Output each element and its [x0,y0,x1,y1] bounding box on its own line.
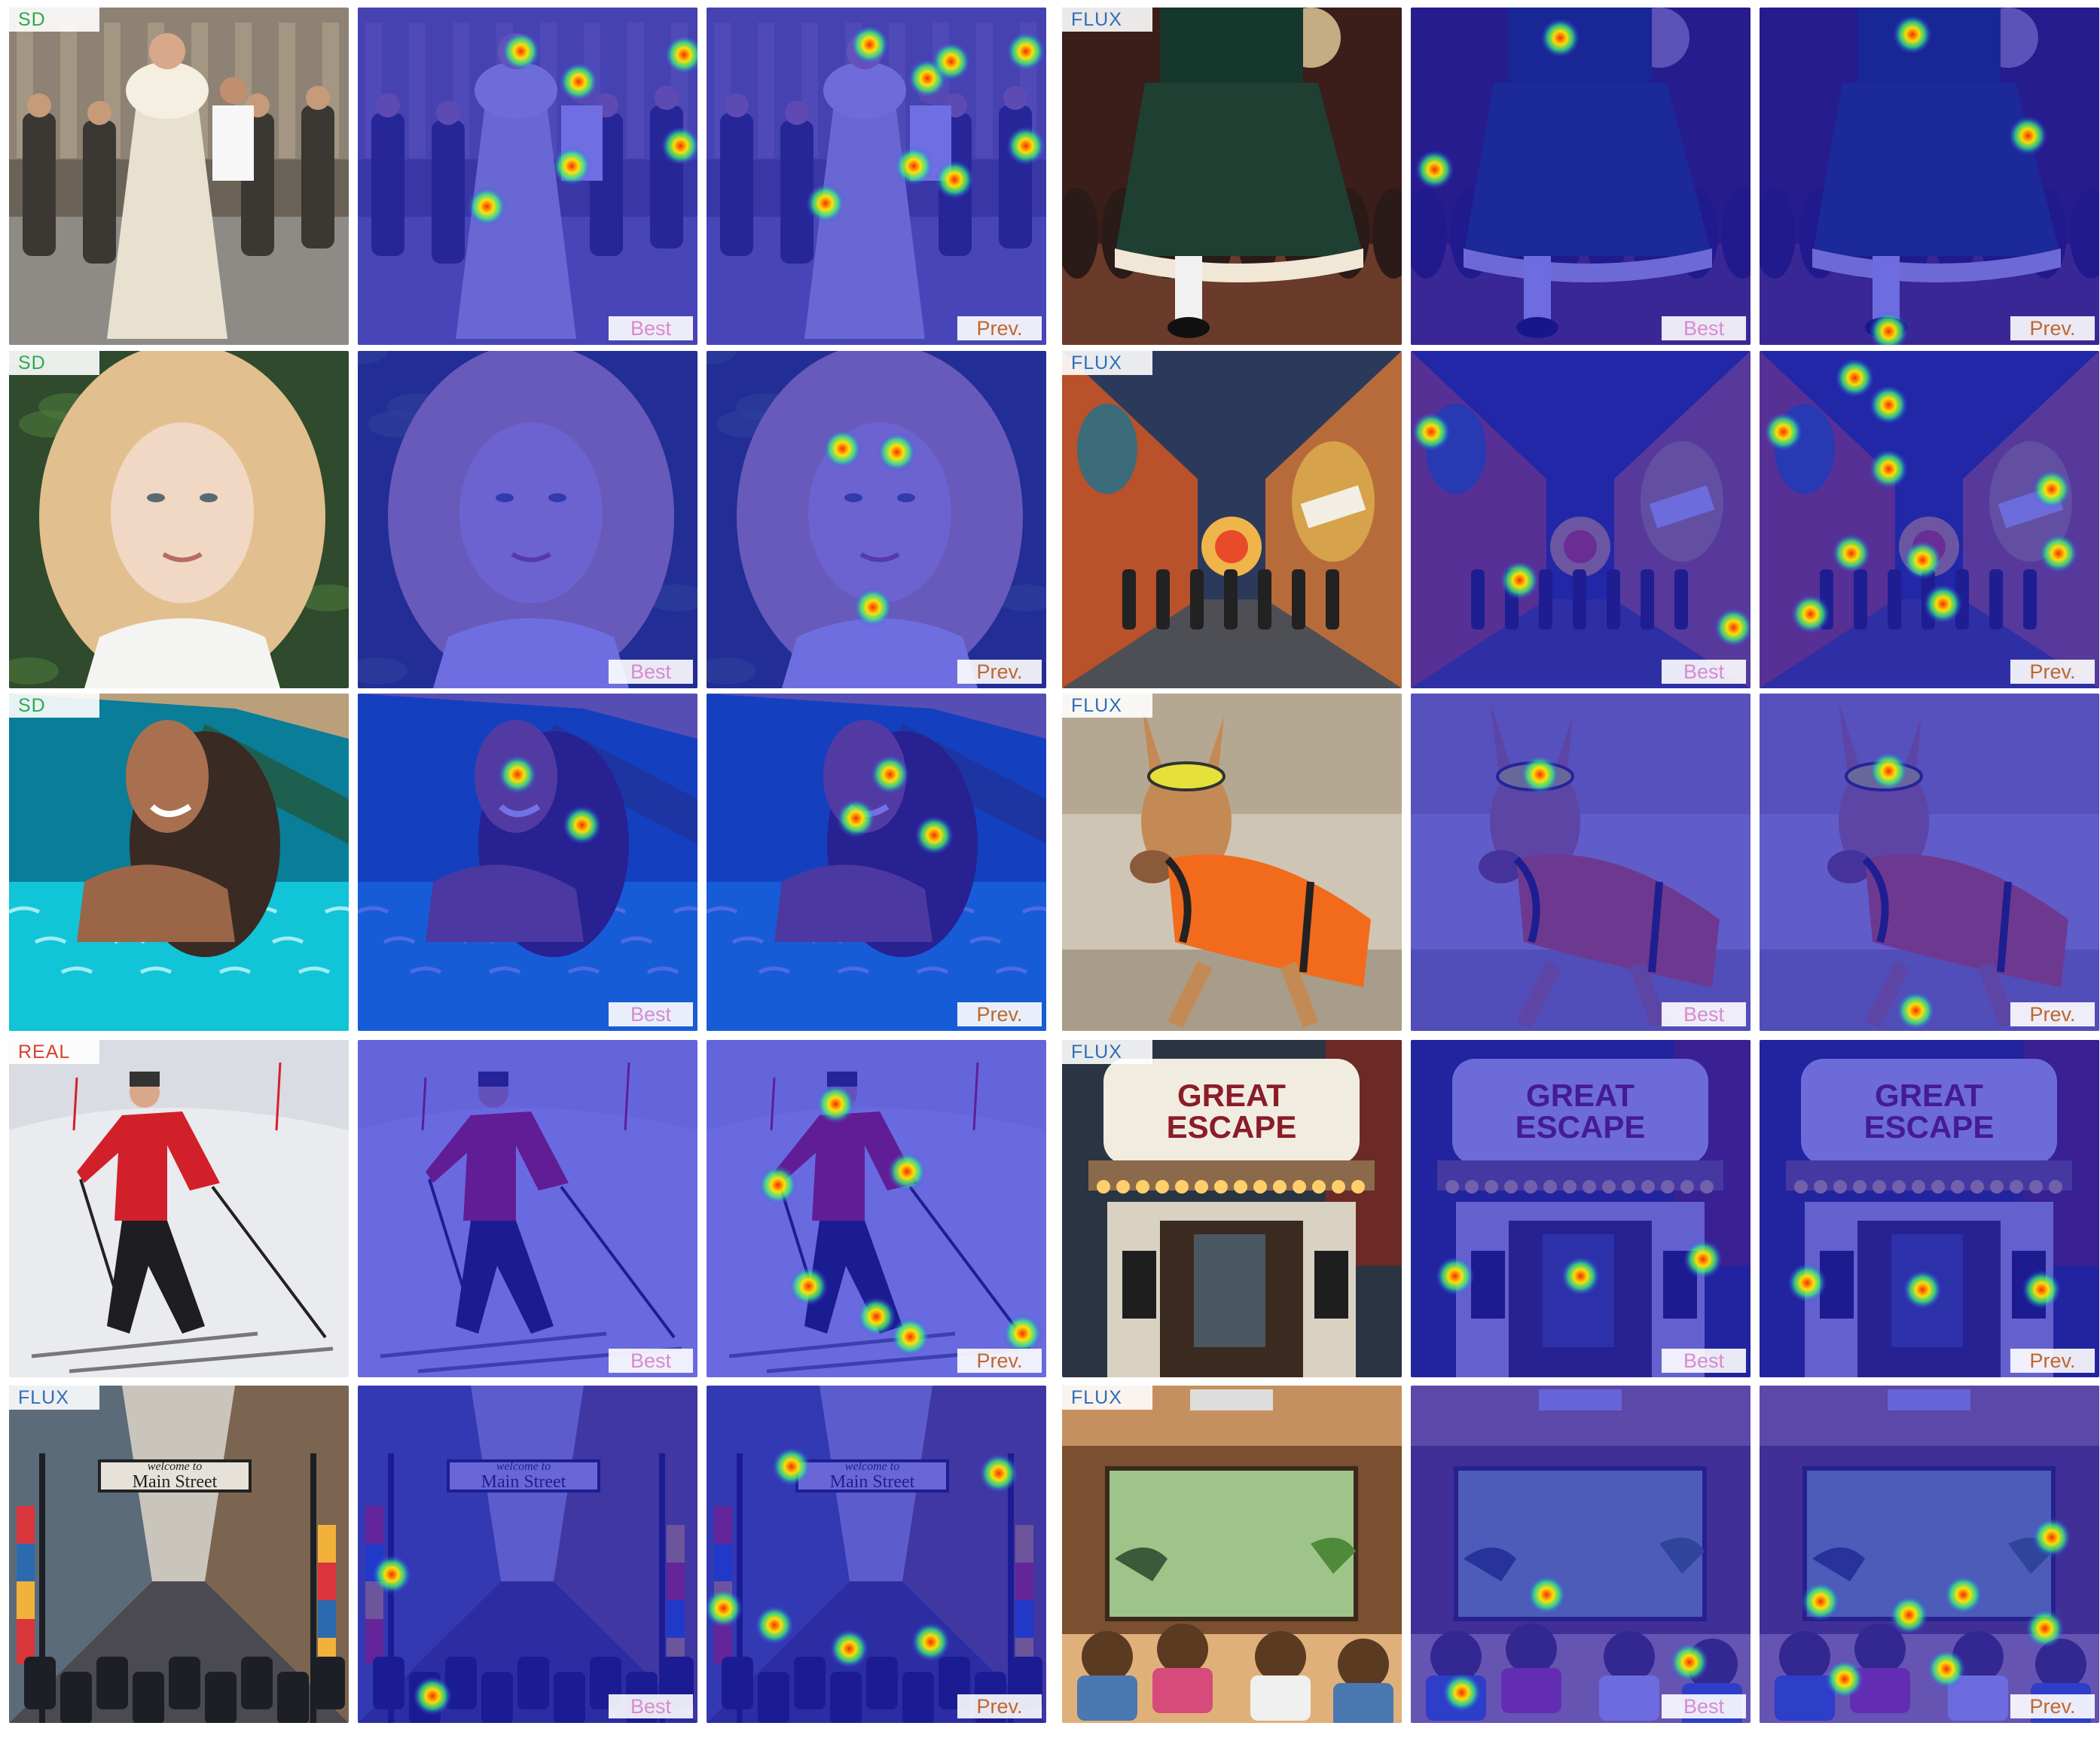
best-label: Best [1662,316,1746,340]
source-image: FLUX [1062,1386,1402,1723]
prev-heatmap: Prev. [1760,1386,2099,1723]
source-label: FLUX [1062,1386,1152,1410]
best-label: Best [1662,660,1746,684]
best-heatmap: Best [358,1040,697,1377]
best-heatmap: Best [358,8,697,345]
source-label: REAL [9,1040,99,1064]
street-sign-line-2: Main Street [133,1472,218,1492]
best-heatmap: Best [1411,1386,1751,1723]
best-heatmap: GREATESCAPEBest [1411,1040,1751,1377]
best-heatmap: Best [1411,8,1751,345]
source-label: FLUX [1062,8,1152,32]
best-label: Best [609,660,693,684]
prev-heatmap: Prev. [707,351,1046,688]
marquee-line-2: ESCAPE [1167,1109,1297,1145]
prev-heatmap: Prev. [707,8,1046,345]
prev-label: Prev. [957,316,1042,340]
prev-label: Prev. [2010,1694,2095,1718]
marquee-line-1: GREAT [1177,1078,1286,1113]
prev-heatmap: Prev. [707,694,1046,1031]
prev-label: Prev. [2010,660,2095,684]
source-image: GREAT ESCAPE FLUX [1062,1040,1402,1377]
source-label: FLUX [9,1386,99,1410]
source-image: SD [9,694,349,1031]
street-sign-line-1: welcome to [148,1460,202,1473]
best-label: Best [609,316,693,340]
best-label: Best [609,1349,693,1373]
source-image: FLUX [1062,694,1402,1031]
source-label: SD [9,694,99,718]
source-image: welcome to Main Street FLUX [9,1386,349,1723]
source-image: FLUX [1062,351,1402,688]
prev-label: Prev. [957,1694,1042,1718]
prev-label: Prev. [957,1349,1042,1373]
best-label: Best [609,1002,693,1026]
prev-label: Prev. [2010,316,2095,340]
best-heatmap: Best [358,694,697,1031]
prev-heatmap: Prev. [1760,694,2099,1031]
source-image: SD [9,8,349,345]
prev-label: Prev. [2010,1002,2095,1026]
source-label: FLUX [1062,351,1152,375]
best-label: Best [609,1694,693,1718]
source-image: SD [9,351,349,688]
best-label: Best [1662,1349,1746,1373]
prev-heatmap: GREATESCAPEPrev. [1760,1040,2099,1377]
source-label: SD [9,8,99,32]
best-heatmap: Best [1411,694,1751,1031]
source-image: REAL [9,1040,349,1377]
prev-label: Prev. [2010,1349,2095,1373]
source-label: FLUX [1062,694,1152,718]
prev-heatmap: Prev. [707,1040,1046,1377]
source-image: FLUX [1062,8,1402,345]
best-label: Best [1662,1002,1746,1026]
source-label: SD [9,351,99,375]
prev-heatmap: Prev. [1760,8,2099,345]
best-heatmap: Best [1411,351,1751,688]
prev-heatmap: Prev. [1760,351,2099,688]
prev-label: Prev. [957,660,1042,684]
prev-label: Prev. [957,1002,1042,1026]
best-heatmap: Best [358,351,697,688]
best-label: Best [1662,1694,1746,1718]
source-label: FLUX [1062,1040,1152,1064]
